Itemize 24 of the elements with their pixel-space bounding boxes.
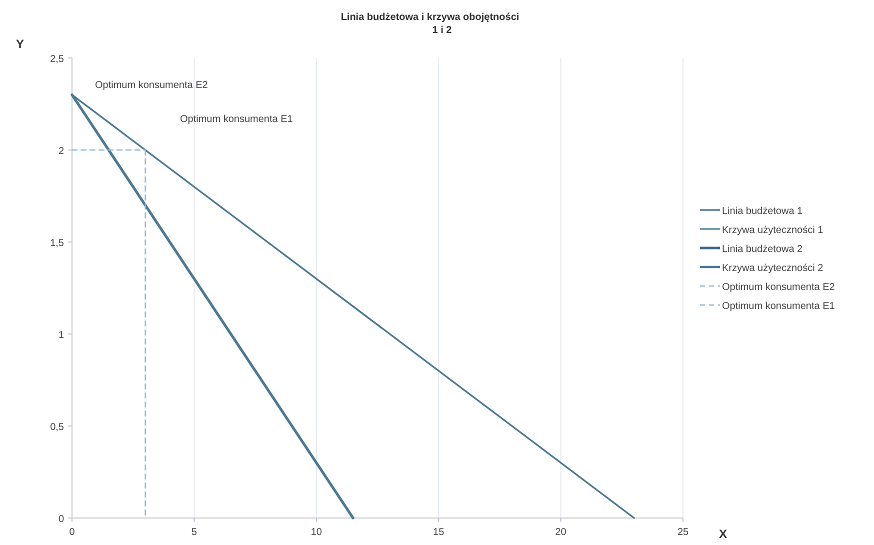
y-tick-label: 0,5 <box>50 422 64 433</box>
legend-label: Krzywa użyteczności 1 <box>722 225 824 236</box>
y-tick-label: 2 <box>58 146 64 157</box>
x-tick-label: 15 <box>433 527 445 538</box>
legend-label: Linia budżetowa 2 <box>722 244 804 255</box>
chart-subtitle: 1 i 2 <box>432 25 452 36</box>
y-axis-title: Y <box>16 37 24 51</box>
legend-label: Linia budżetowa 1 <box>722 206 804 217</box>
x-tick-label: 5 <box>191 527 198 538</box>
chart-title: Linia budżetowa i krzywa obojętności <box>340 12 520 23</box>
legend-label: Optimum konsumenta E2 <box>722 282 836 293</box>
legend-label: Optimum konsumenta E1 <box>722 301 836 312</box>
x-tick-label: 10 <box>310 527 322 538</box>
annotation: Optimum konsumenta E1 <box>180 114 294 125</box>
y-tick-label: 1,5 <box>50 238 64 249</box>
x-tick-label: 20 <box>555 527 567 538</box>
legend-label: Krzywa użyteczności 2 <box>722 263 824 274</box>
annotation: Optimum konsumenta E2 <box>95 80 208 91</box>
x-tick-label: 25 <box>677 527 689 538</box>
x-axis-title: X <box>719 527 728 541</box>
y-tick-label: 1 <box>58 330 64 341</box>
x-tick-label: 0 <box>69 527 76 538</box>
y-tick-label: 0 <box>58 514 64 525</box>
y-tick-label: 2,5 <box>50 54 64 65</box>
